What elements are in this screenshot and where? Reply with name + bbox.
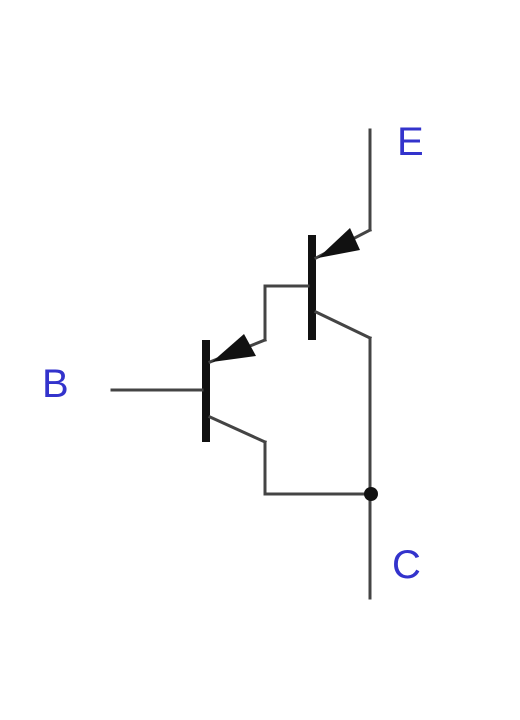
- collector-label: C: [392, 543, 421, 587]
- collector-junction-dot: [364, 487, 378, 501]
- input-transistor: [202, 334, 267, 444]
- input-transistor-emitter-arrow: [212, 334, 256, 362]
- output-transistor-emitter-arrow: [318, 228, 360, 258]
- input-collector-wire: [263, 440, 372, 496]
- input-transistor-collector-leg: [208, 415, 267, 444]
- output-transistor-collector-leg: [313, 309, 373, 341]
- inter-stage-wire: [263, 284, 310, 342]
- emitter-label: E: [397, 120, 424, 164]
- output-transistor: [308, 227, 373, 341]
- base-label: B: [42, 362, 69, 406]
